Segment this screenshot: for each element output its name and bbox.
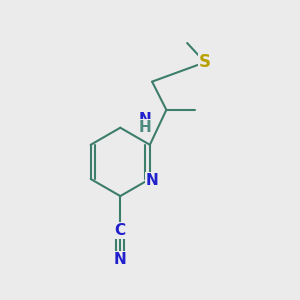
Text: H: H (138, 120, 151, 135)
Text: S: S (199, 53, 211, 71)
Text: N: N (114, 253, 127, 268)
Text: N: N (138, 112, 151, 127)
Text: N: N (146, 173, 159, 188)
Text: C: C (115, 223, 126, 238)
